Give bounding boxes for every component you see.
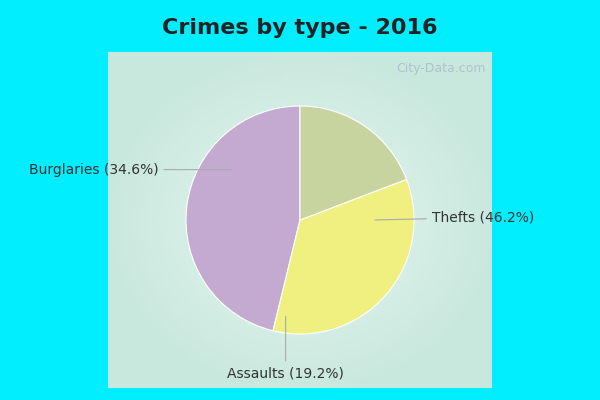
Text: Crimes by type - 2016: Crimes by type - 2016	[162, 18, 438, 38]
Text: Thefts (46.2%): Thefts (46.2%)	[375, 210, 534, 225]
Text: City-Data.com: City-Data.com	[397, 62, 486, 74]
Wedge shape	[300, 106, 407, 220]
Wedge shape	[186, 106, 300, 331]
Wedge shape	[273, 179, 414, 334]
Text: Assaults (19.2%): Assaults (19.2%)	[227, 316, 344, 380]
Text: Burglaries (34.6%): Burglaries (34.6%)	[29, 162, 231, 177]
